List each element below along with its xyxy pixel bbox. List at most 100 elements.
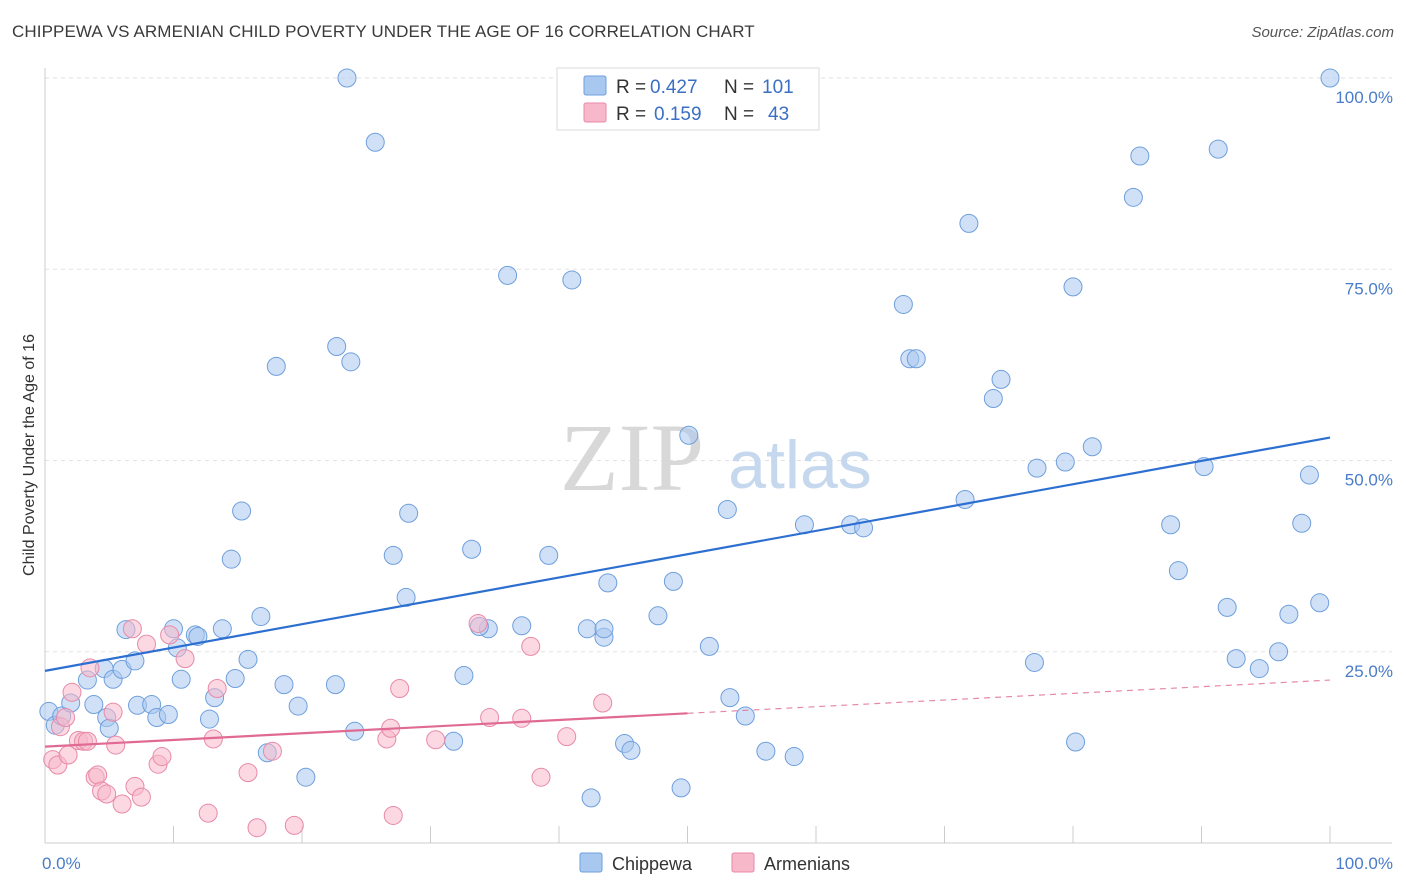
point-chippewa-51 bbox=[562, 270, 582, 290]
point-chippewa-83 bbox=[1082, 437, 1102, 457]
points-layer bbox=[39, 68, 1340, 838]
point-chippewa-73 bbox=[906, 349, 926, 369]
point-chippewa-95 bbox=[1292, 513, 1312, 533]
point-chippewa-16 bbox=[158, 704, 178, 724]
point-chippewa-8 bbox=[99, 718, 119, 738]
y-tick-label-2: 75.0% bbox=[1345, 279, 1393, 298]
bottom-legend-label-armenians: Armenians bbox=[764, 854, 850, 874]
point-chippewa-64 bbox=[720, 688, 740, 708]
bottom-legend-swatch-armenians bbox=[731, 852, 755, 873]
bottom-legend: Chippewa Armenians bbox=[579, 852, 850, 874]
point-armenians-41 bbox=[531, 767, 551, 787]
point-chippewa-79 bbox=[1027, 458, 1047, 478]
legend-r-label-0: R = bbox=[616, 77, 646, 98]
point-armenians-27 bbox=[207, 678, 227, 698]
point-armenians-13 bbox=[97, 784, 117, 804]
point-chippewa-62 bbox=[699, 636, 719, 656]
point-chippewa-29 bbox=[251, 607, 271, 627]
point-armenians-11 bbox=[88, 765, 108, 785]
point-chippewa-98 bbox=[1320, 68, 1340, 88]
point-chippewa-5 bbox=[84, 695, 104, 715]
legend-swatch-armenians bbox=[583, 102, 607, 123]
x-tick-label-0: 0.0% bbox=[42, 854, 81, 873]
point-chippewa-78 bbox=[1024, 652, 1044, 672]
trendline-chippewa bbox=[44, 436, 1331, 672]
point-armenians-40 bbox=[521, 636, 541, 656]
point-chippewa-40 bbox=[365, 132, 385, 152]
point-chippewa-27 bbox=[232, 501, 252, 521]
point-chippewa-31 bbox=[266, 356, 286, 376]
axes bbox=[44, 68, 1392, 844]
legend-n-label-1: N = bbox=[724, 104, 754, 125]
legend-r-value-0: 0.427 bbox=[650, 77, 698, 98]
point-armenians-8 bbox=[77, 731, 97, 751]
point-chippewa-25 bbox=[221, 549, 241, 569]
point-chippewa-92 bbox=[1249, 659, 1269, 679]
point-chippewa-37 bbox=[337, 68, 357, 88]
point-chippewa-75 bbox=[959, 213, 979, 233]
point-chippewa-87 bbox=[1168, 561, 1188, 581]
bottom-legend-swatch-chippewa bbox=[579, 852, 603, 873]
point-chippewa-94 bbox=[1279, 604, 1299, 624]
point-armenians-14 bbox=[103, 702, 123, 722]
grid-lines bbox=[45, 77, 1392, 653]
point-chippewa-38 bbox=[341, 352, 361, 372]
point-chippewa-96 bbox=[1299, 465, 1319, 485]
point-armenians-29 bbox=[247, 818, 267, 838]
watermark-zip: ZIP bbox=[560, 404, 704, 511]
y-tick-label-1: 50.0% bbox=[1345, 471, 1393, 490]
point-chippewa-84 bbox=[1123, 187, 1143, 207]
bottom-legend-label-chippewa: Chippewa bbox=[612, 854, 693, 874]
point-chippewa-35 bbox=[325, 675, 345, 695]
point-armenians-19 bbox=[131, 787, 151, 807]
legend-box: R = 0.427 N = 101 R = 0.159 N = 43 bbox=[556, 67, 820, 131]
point-chippewa-77 bbox=[991, 369, 1011, 389]
legend-r-label-1: R = bbox=[616, 104, 646, 125]
watermark: ZIP atlas bbox=[560, 404, 872, 511]
point-chippewa-86 bbox=[1161, 515, 1181, 535]
point-armenians-3 bbox=[56, 708, 76, 728]
point-armenians-42 bbox=[557, 727, 577, 747]
point-armenians-37 bbox=[468, 613, 488, 633]
point-armenians-5 bbox=[62, 682, 82, 702]
chart-title: CHIPPEWA VS ARMENIAN CHILD POVERTY UNDER… bbox=[12, 22, 755, 41]
point-chippewa-24 bbox=[212, 619, 232, 639]
point-chippewa-61 bbox=[679, 425, 699, 445]
tick-labels: 25.0% 50.0% 75.0% 100.0% 0.0% 100.0% bbox=[42, 88, 1393, 873]
point-chippewa-33 bbox=[288, 696, 308, 716]
point-chippewa-49 bbox=[512, 616, 532, 636]
x-tick-label-1: 100.0% bbox=[1335, 854, 1393, 873]
point-chippewa-53 bbox=[577, 619, 597, 639]
point-chippewa-80 bbox=[1055, 452, 1075, 472]
legend-r-value-1: 0.159 bbox=[654, 104, 702, 125]
trend-layer bbox=[44, 436, 1331, 748]
point-chippewa-19 bbox=[171, 669, 191, 689]
point-chippewa-85 bbox=[1130, 146, 1150, 166]
legend-swatch-chippewa bbox=[583, 75, 607, 96]
point-chippewa-48 bbox=[498, 265, 518, 285]
point-chippewa-89 bbox=[1208, 139, 1228, 159]
legend-n-value-0: 101 bbox=[762, 77, 794, 98]
trendline-armenians-projection bbox=[687, 679, 1331, 714]
point-armenians-36 bbox=[426, 730, 446, 750]
point-chippewa-76 bbox=[983, 389, 1003, 409]
point-chippewa-59 bbox=[663, 571, 683, 591]
point-chippewa-97 bbox=[1310, 593, 1330, 613]
point-chippewa-67 bbox=[784, 747, 804, 767]
point-chippewa-93 bbox=[1269, 642, 1289, 662]
y-tick-label-3: 100.0% bbox=[1335, 88, 1393, 107]
point-armenians-38 bbox=[480, 708, 500, 728]
point-chippewa-99 bbox=[594, 619, 614, 639]
legend-n-value-1: 43 bbox=[768, 104, 789, 125]
point-chippewa-55 bbox=[598, 573, 618, 593]
point-chippewa-50 bbox=[539, 545, 559, 565]
y-tick-label-0: 25.0% bbox=[1345, 662, 1393, 681]
point-chippewa-32 bbox=[274, 675, 294, 695]
point-armenians-23 bbox=[160, 625, 180, 645]
point-chippewa-44 bbox=[444, 731, 464, 751]
point-chippewa-81 bbox=[1063, 277, 1083, 297]
point-chippewa-45 bbox=[454, 665, 474, 685]
point-chippewa-34 bbox=[296, 767, 316, 787]
point-chippewa-63 bbox=[717, 499, 737, 519]
